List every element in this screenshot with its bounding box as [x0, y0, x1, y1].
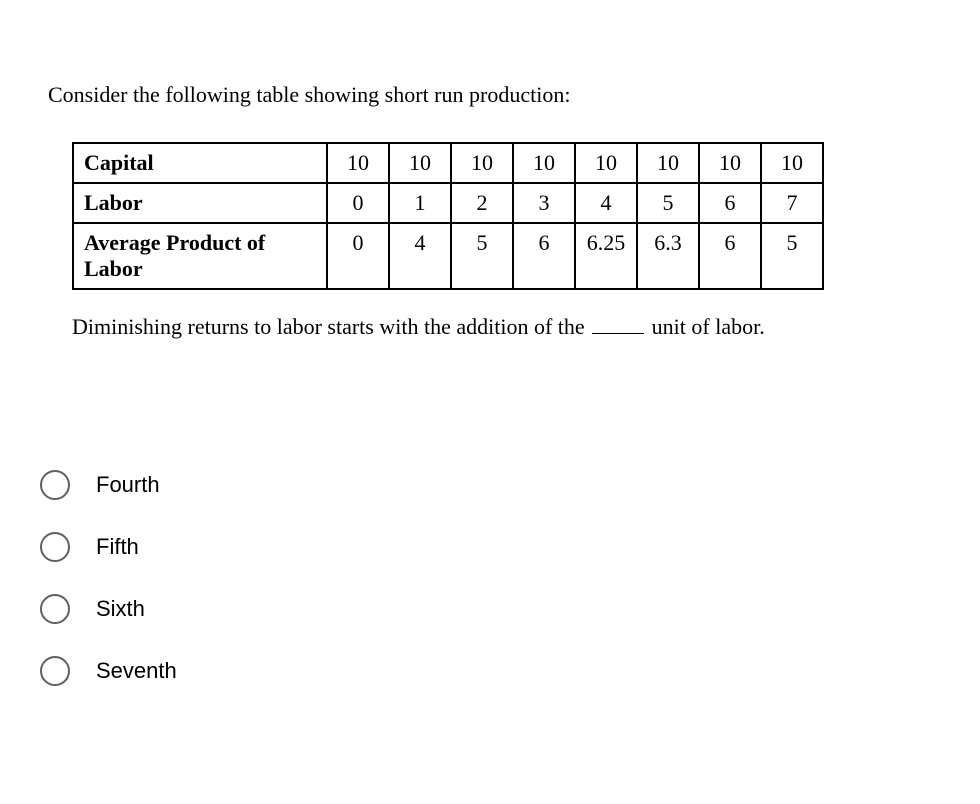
table-cell: 1	[389, 183, 451, 223]
table-cell: 0	[327, 223, 389, 289]
question-after: unit of labor.	[652, 314, 765, 339]
table-cell: 6	[699, 223, 761, 289]
radio-icon[interactable]	[40, 470, 70, 500]
radio-icon[interactable]	[40, 656, 70, 686]
option-seventh[interactable]: Seventh	[40, 656, 934, 686]
radio-icon[interactable]	[40, 594, 70, 624]
table-cell: 6.25	[575, 223, 637, 289]
table-cell: 4	[575, 183, 637, 223]
table-cell: 10	[637, 143, 699, 183]
options-list: Fourth Fifth Sixth Seventh	[40, 470, 934, 686]
production-table-wrap: Capital1010101010101010Labor01234567Aver…	[72, 142, 934, 290]
table-cell: 7	[761, 183, 823, 223]
table-cell: 10	[451, 143, 513, 183]
table-cell: 4	[389, 223, 451, 289]
option-fifth[interactable]: Fifth	[40, 532, 934, 562]
table-cell: 10	[327, 143, 389, 183]
table-row: Capital1010101010101010	[73, 143, 823, 183]
production-table: Capital1010101010101010Labor01234567Aver…	[72, 142, 824, 290]
table-cell: 6	[513, 223, 575, 289]
table-cell: 10	[761, 143, 823, 183]
option-label: Seventh	[96, 658, 177, 684]
option-sixth[interactable]: Sixth	[40, 594, 934, 624]
table-cell: 5	[761, 223, 823, 289]
row-label: Labor	[73, 183, 327, 223]
option-label: Sixth	[96, 596, 145, 622]
question-before: Diminishing returns to labor starts with…	[72, 314, 585, 339]
table-cell: 5	[451, 223, 513, 289]
option-label: Fourth	[96, 472, 160, 498]
table-row: Average Product of Labor04566.256.365	[73, 223, 823, 289]
table-cell: 5	[637, 183, 699, 223]
question-text: Diminishing returns to labor starts with…	[72, 314, 934, 340]
option-fourth[interactable]: Fourth	[40, 470, 934, 500]
row-label: Capital	[73, 143, 327, 183]
table-cell: 3	[513, 183, 575, 223]
table-cell: 6	[699, 183, 761, 223]
blank-fill	[592, 318, 644, 334]
radio-icon[interactable]	[40, 532, 70, 562]
table-cell: 10	[699, 143, 761, 183]
row-label: Average Product of Labor	[73, 223, 327, 289]
option-label: Fifth	[96, 534, 139, 560]
table-cell: 2	[451, 183, 513, 223]
table-cell: 10	[513, 143, 575, 183]
table-cell: 10	[575, 143, 637, 183]
intro-text: Consider the following table showing sho…	[48, 82, 934, 108]
table-cell: 6.3	[637, 223, 699, 289]
table-row: Labor01234567	[73, 183, 823, 223]
table-cell: 10	[389, 143, 451, 183]
table-cell: 0	[327, 183, 389, 223]
